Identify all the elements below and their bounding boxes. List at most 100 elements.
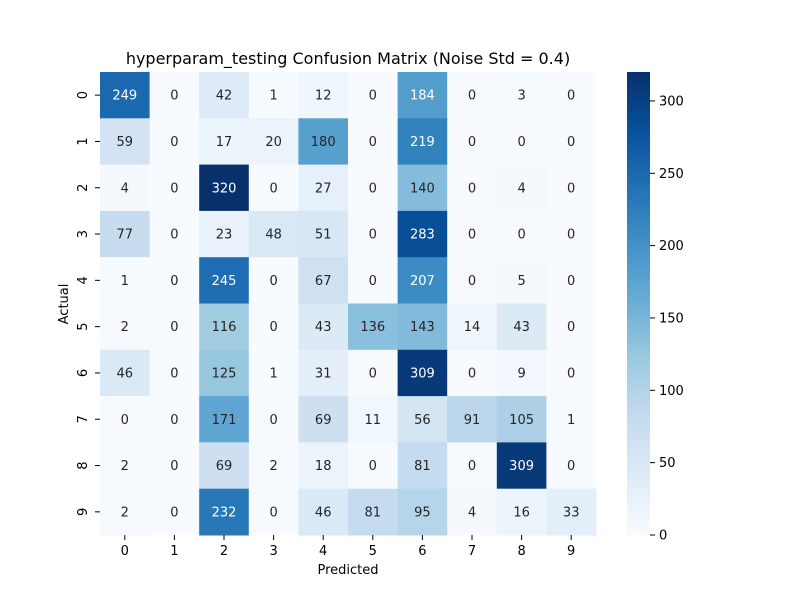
heatmap-cell bbox=[397, 164, 448, 212]
heatmap-cell bbox=[248, 396, 299, 443]
heatmap-cell bbox=[149, 442, 200, 490]
cell-value-label: 11 bbox=[365, 413, 382, 428]
heatmap-cell bbox=[248, 349, 299, 397]
cell-value-label: 309 bbox=[509, 459, 534, 474]
heatmap-cell bbox=[298, 349, 349, 397]
heatmap-cell bbox=[496, 442, 547, 490]
heatmap-cell bbox=[100, 257, 151, 304]
heatmap-cell bbox=[546, 257, 597, 304]
heatmap-cell bbox=[199, 349, 250, 397]
heatmap-cell bbox=[546, 488, 597, 536]
cell-value-label: 18 bbox=[315, 459, 332, 474]
cell-value-label: 48 bbox=[265, 228, 282, 243]
heatmap-cell bbox=[248, 303, 299, 351]
heatmap-cell bbox=[496, 210, 547, 258]
x-axis-ticks: 0 1 2 3 4 5 6 7 8 9 bbox=[121, 535, 575, 559]
cell-value-label: 116 bbox=[212, 320, 237, 335]
cell-value-label: 0 bbox=[567, 274, 575, 289]
cell-value-label: 1 bbox=[269, 89, 277, 104]
cell-value-label: 59 bbox=[117, 135, 134, 150]
colorbar-tick-label: 200 bbox=[659, 239, 684, 254]
y-tick-label: 8 bbox=[76, 461, 91, 469]
heatmap-cells bbox=[100, 72, 597, 536]
x-axis-label: Predicted bbox=[317, 563, 378, 578]
cell-value-label: 136 bbox=[360, 320, 385, 335]
heatmap-cell bbox=[199, 118, 250, 166]
cell-value-label: 0 bbox=[567, 228, 575, 243]
heatmap-cell bbox=[447, 349, 498, 397]
cell-value-label: 0 bbox=[567, 89, 575, 104]
heatmap-cell bbox=[149, 118, 200, 166]
cell-value-label: 69 bbox=[216, 459, 233, 474]
cell-value-label: 4 bbox=[468, 505, 476, 520]
cell-value-label: 249 bbox=[112, 89, 137, 104]
cell-value-label: 0 bbox=[567, 181, 575, 196]
heatmap-cell bbox=[397, 488, 448, 536]
heatmap-cell bbox=[348, 118, 399, 166]
cell-value-label: 56 bbox=[414, 413, 431, 428]
heatmap-cell bbox=[199, 164, 250, 212]
cell-value-label: 219 bbox=[410, 135, 435, 150]
cell-value-label: 0 bbox=[369, 459, 377, 474]
heatmap-cell bbox=[298, 210, 349, 258]
cell-value-label: 43 bbox=[315, 320, 332, 335]
heatmap-cell bbox=[447, 488, 498, 536]
heatmap-cell bbox=[100, 442, 151, 490]
cell-value-label: 0 bbox=[170, 320, 178, 335]
heatmap-cell bbox=[149, 257, 200, 304]
cell-value-label: 1 bbox=[567, 413, 575, 428]
heatmap-cell bbox=[546, 72, 597, 119]
cell-value-label: 51 bbox=[315, 228, 332, 243]
cell-value-label: 0 bbox=[170, 89, 178, 104]
y-axis-ticks: 0 1 2 3 4 5 6 7 8 9 bbox=[76, 91, 100, 516]
colorbar-tick-label: 100 bbox=[659, 384, 684, 399]
heatmap-cell bbox=[397, 303, 448, 351]
cell-value-label: 2 bbox=[121, 459, 129, 474]
cell-value-label: 9 bbox=[517, 366, 525, 381]
cell-value-label: 232 bbox=[212, 505, 237, 520]
heatmap-cell bbox=[100, 210, 151, 258]
heatmap-cell bbox=[149, 164, 200, 212]
cell-value-label: 46 bbox=[315, 505, 332, 520]
heatmap-cell bbox=[447, 442, 498, 490]
cell-value-label: 0 bbox=[468, 89, 476, 104]
cell-value-label: 207 bbox=[410, 274, 435, 289]
x-tick-label: 1 bbox=[170, 544, 178, 559]
cell-value-label: 0 bbox=[269, 505, 277, 520]
cell-value-label: 0 bbox=[468, 366, 476, 381]
heatmap-cell bbox=[546, 396, 597, 443]
heatmap-cell bbox=[496, 303, 547, 351]
cell-value-label: 17 bbox=[216, 135, 233, 150]
y-tick-label: 9 bbox=[76, 508, 91, 516]
cell-value-label: 0 bbox=[468, 135, 476, 150]
cell-value-label: 125 bbox=[212, 366, 237, 381]
heatmap-cell bbox=[397, 442, 448, 490]
x-tick-label: 3 bbox=[269, 544, 277, 559]
cell-value-label: 14 bbox=[464, 320, 481, 335]
y-tick-label: 2 bbox=[76, 184, 91, 192]
cell-value-label: 0 bbox=[517, 228, 525, 243]
heatmap-cell bbox=[199, 488, 250, 536]
cell-value-label: 0 bbox=[170, 228, 178, 243]
heatmap-cell bbox=[149, 349, 200, 397]
cell-value-label: 42 bbox=[216, 89, 233, 104]
heatmap-cell bbox=[100, 488, 151, 536]
cell-value-label: 0 bbox=[121, 413, 129, 428]
heatmap-cell bbox=[199, 210, 250, 258]
cell-value-label: 0 bbox=[369, 366, 377, 381]
heatmap-cell bbox=[447, 72, 498, 119]
cell-value-label: 309 bbox=[410, 366, 435, 381]
heatmap-cell bbox=[447, 210, 498, 258]
heatmap-cell bbox=[496, 164, 547, 212]
cell-value-label: 0 bbox=[567, 459, 575, 474]
cell-value-label: 0 bbox=[517, 135, 525, 150]
cell-value-label: 0 bbox=[468, 274, 476, 289]
heatmap-cell bbox=[496, 257, 547, 304]
heatmap-cell bbox=[447, 396, 498, 443]
heatmap-cell bbox=[496, 396, 547, 443]
y-axis-label: Actual bbox=[57, 284, 72, 325]
x-tick-label: 9 bbox=[567, 544, 575, 559]
heatmap-cell bbox=[348, 257, 399, 304]
heatmap-cell bbox=[100, 72, 151, 119]
heatmap-cell bbox=[298, 442, 349, 490]
